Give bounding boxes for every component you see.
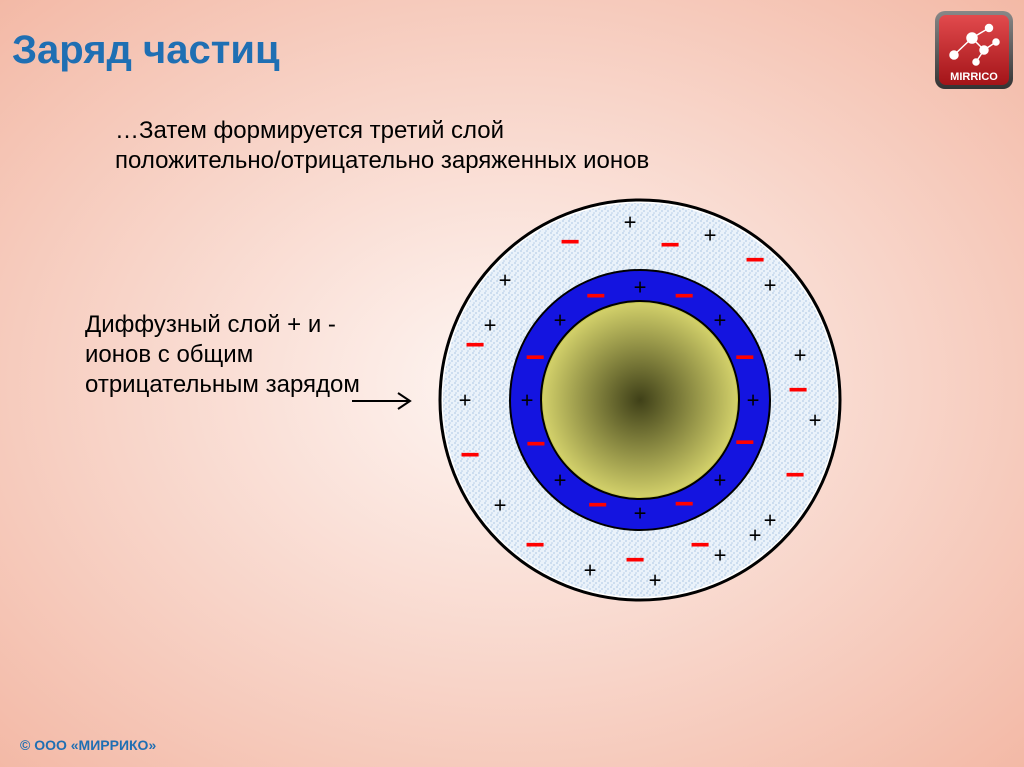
logo-text: MIRRICO [950, 71, 998, 83]
core-gradient [543, 303, 737, 497]
plus-charge-icon: + [521, 388, 534, 413]
minus-charge-icon: − [735, 339, 755, 377]
plus-charge-icon: + [634, 501, 647, 526]
plus-charge-icon: + [499, 268, 512, 293]
copyright-footer: © ООО «МИРРИКО» [20, 737, 156, 753]
minus-charge-icon: − [625, 541, 645, 579]
plus-charge-icon: + [713, 308, 726, 333]
plus-charge-icon: + [634, 275, 647, 300]
minus-charge-icon: − [690, 526, 710, 564]
plus-charge-icon: + [764, 273, 777, 298]
plus-charge-icon: + [624, 210, 637, 235]
minus-charge-icon: − [526, 425, 546, 463]
plus-charge-icon: + [749, 523, 762, 548]
minus-charge-icon: − [745, 241, 765, 279]
minus-charge-icon: − [525, 526, 545, 564]
plus-charge-icon: + [704, 223, 717, 248]
plus-charge-icon: + [809, 408, 822, 433]
plus-charge-icon: + [649, 568, 662, 593]
minus-charge-icon: − [788, 371, 808, 409]
minus-charge-icon: − [525, 339, 545, 377]
arrow-icon [350, 385, 420, 419]
minus-charge-icon: − [674, 485, 694, 523]
plus-charge-icon: + [713, 467, 726, 492]
minus-charge-icon: − [735, 423, 755, 461]
slide: Заряд частиц …Затем формируется третий с… [0, 0, 1024, 767]
intro-text: …Затем формируется третий слой положител… [115, 116, 675, 176]
minus-charge-icon: − [785, 456, 805, 494]
minus-charge-icon: − [660, 226, 680, 264]
plus-charge-icon: + [494, 493, 507, 518]
minus-charge-icon: − [560, 223, 580, 261]
minus-charge-icon: − [465, 326, 485, 364]
minus-charge-icon: − [588, 486, 608, 524]
mirrico-logo: MIRRICO [934, 10, 1014, 90]
plus-charge-icon: + [764, 508, 777, 533]
minus-charge-icon: − [674, 277, 694, 315]
minus-charge-icon: − [586, 277, 606, 315]
plus-charge-icon: + [484, 313, 497, 338]
plus-charge-icon: + [554, 308, 567, 333]
plus-charge-icon: + [554, 467, 567, 492]
minus-charge-icon: − [460, 436, 480, 474]
diffuse-layer-label: Диффузный слой + и - ионов с общим отриц… [85, 310, 365, 400]
plus-charge-icon: + [584, 558, 597, 583]
plus-charge-icon: + [794, 343, 807, 368]
plus-charge-icon: + [459, 388, 472, 413]
particle-charge-diagram: +−+−+−+−+−+−+−+−++−−+−++−+−+−++−++−++−+− [430, 190, 850, 610]
plus-charge-icon: + [714, 543, 727, 568]
plus-charge-icon: + [747, 388, 760, 413]
page-title: Заряд частиц [12, 28, 280, 73]
